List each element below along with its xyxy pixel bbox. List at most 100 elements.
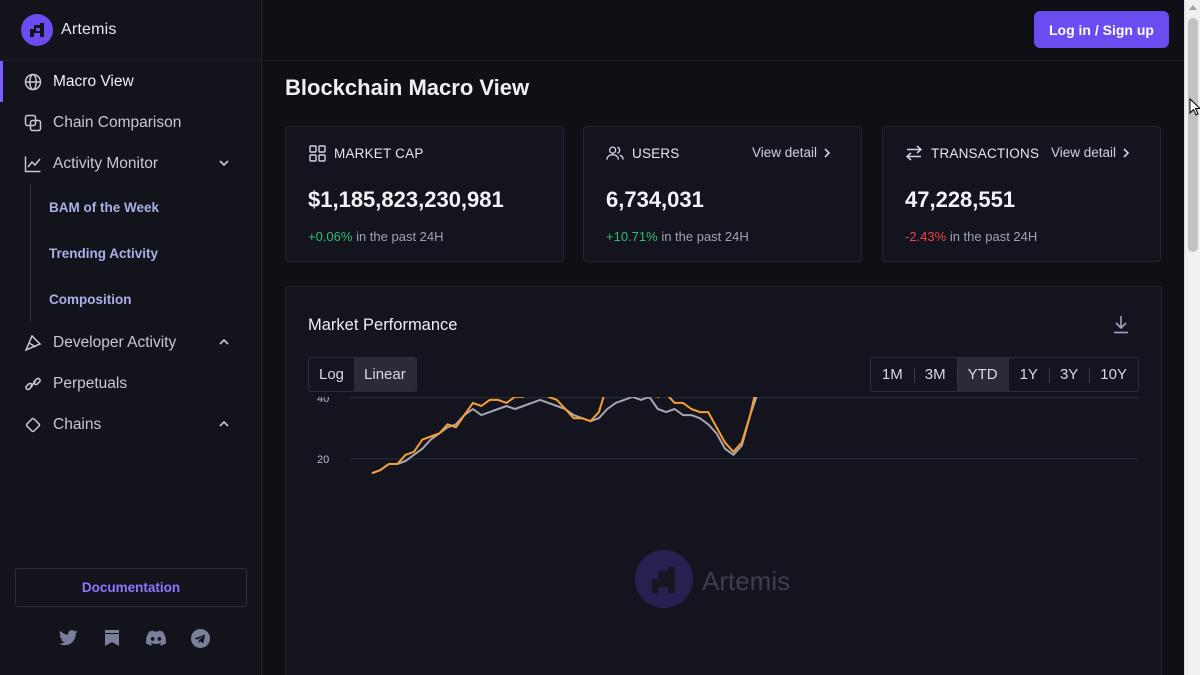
sidebar-item-perpetuals[interactable]: Perpetuals (0, 363, 261, 404)
globe-icon (23, 72, 43, 92)
scroll-thumb[interactable] (1188, 18, 1198, 252)
sidebar-item-activity-monitor[interactable]: Activity Monitor (0, 143, 261, 184)
sidebar-subitem-trending-activity[interactable]: Trending Activity (49, 245, 159, 261)
sidebar-item-macro-view[interactable]: Macro View (0, 61, 261, 102)
sidebar-item-label: Activity Monitor (53, 154, 159, 172)
card-value: 47,228,551 (905, 187, 1016, 212)
view-detail-label: View detail (1050, 145, 1116, 160)
diamond-icon (23, 415, 43, 435)
brand[interactable]: Artemis (21, 13, 117, 47)
card-change: +0.06% in the past 24H (308, 229, 444, 244)
chevron-down-icon[interactable] (217, 156, 231, 170)
range-option-1m[interactable]: 1M (881, 366, 903, 383)
market-cap-card: MARKET CAP $1,185,823,230,981 +0.06% in … (285, 126, 564, 262)
sidebar-item-chain-comparison[interactable]: Chain Comparison (0, 102, 261, 143)
watermark-text: Artemis (702, 566, 790, 596)
card-value: $1,185,823,230,981 (308, 187, 504, 212)
range-option-3m[interactable]: 3M (913, 358, 957, 391)
sidebar-item-label: Macro View (53, 72, 134, 90)
sidebar-item-developer-activity[interactable]: Developer Activity (0, 322, 261, 363)
chart-series (371, 397, 758, 475)
scale-toggle: Log Linear (308, 357, 417, 392)
main-content: Blockchain Macro View MARKET CAP $1,185,… (262, 61, 1184, 675)
chart-title: Market Performance (308, 316, 458, 334)
card-change: -2.43% in the past 24H (905, 229, 1037, 244)
compare-icon (23, 113, 43, 133)
users-view-detail-link[interactable]: View detail (752, 145, 831, 160)
page-scrollbar[interactable] (1184, 0, 1200, 675)
download-icon[interactable] (1113, 315, 1131, 335)
watermark-logo-icon (635, 550, 693, 608)
users-card: USERS View detail 6,734,031 +10.71% in t… (583, 126, 862, 262)
sidebar-subitem-bam-of-the-week[interactable]: BAM of the Week (49, 199, 160, 215)
change-suffix: in the past 24H (661, 229, 749, 244)
transfer-icon (905, 144, 923, 162)
discord-icon[interactable] (146, 628, 166, 648)
watermark-logo-glyph (652, 567, 675, 593)
transactions-view-detail-link[interactable]: View detail (1051, 145, 1130, 160)
card-header: USERS (606, 144, 680, 162)
sidebar-item-label: Chains (53, 415, 102, 433)
scale-option-log[interactable]: Log (319, 366, 345, 383)
chart-watermark: Artemis (635, 550, 790, 608)
change-suffix: in the past 24H (356, 229, 444, 244)
card-value: 6,734,031 (606, 187, 704, 212)
y-tick-label: 20 (317, 454, 329, 466)
sidebar-item-label: Perpetuals (53, 374, 128, 392)
card-header: MARKET CAP (308, 144, 424, 162)
series-line (371, 397, 758, 475)
y-tick-label: 40 (317, 397, 329, 405)
chart-grid: 20406080100 (317, 397, 1138, 466)
card-label: MARKET CAP (334, 145, 424, 161)
card-label: USERS (632, 145, 680, 161)
card-label: TRANSACTIONS (931, 145, 1040, 161)
mouse-cursor-icon (1189, 98, 1200, 116)
chain-link-icon (23, 374, 43, 394)
range-option-1y[interactable]: 1Y (1019, 366, 1038, 383)
market-performance-card: Market Performance Log Linear 1M 3M YTD … (285, 286, 1162, 675)
documentation-button[interactable]: Documentation (15, 568, 247, 607)
card-change: +10.71% in the past 24H (606, 229, 749, 244)
activity-monitor-submenu: BAM of the Week Trending Activity Compos… (30, 184, 261, 322)
chevron-up-icon[interactable] (217, 417, 231, 431)
sidebar-nav: Macro View Chain Comparison Activity Mon… (0, 61, 261, 445)
view-detail-label: View detail (751, 145, 817, 160)
change-percent: +10.71% (606, 229, 658, 244)
range-option-3y[interactable]: 3Y (1048, 358, 1089, 391)
telegram-icon[interactable] (190, 628, 210, 648)
sidebar-divider (0, 60, 262, 61)
chevron-right-icon (824, 147, 831, 158)
sidebar-item-label: Chain Comparison (53, 113, 182, 131)
login-signup-button[interactable]: Log in / Sign up (1034, 11, 1169, 48)
developer-icon (23, 333, 43, 353)
change-percent: +0.06% (308, 229, 353, 244)
series-line (371, 397, 756, 475)
chevron-right-icon (1123, 147, 1130, 158)
sidebar: Artemis Macro View Chain Comparison Ac (0, 0, 262, 675)
range-toggle: 1M 3M YTD 1Y 3Y 10Y (869, 357, 1139, 392)
sidebar-subitem-composition[interactable]: Composition (49, 291, 132, 307)
scale-option-linear[interactable]: Linear (354, 358, 416, 391)
change-suffix: in the past 24H (949, 229, 1038, 244)
social-links (58, 628, 210, 648)
range-option-10y[interactable]: 10Y (1089, 358, 1138, 391)
page-title: Blockchain Macro View (285, 75, 530, 100)
top-bar: Log in / Sign up (262, 0, 1184, 61)
book-icon[interactable] (102, 628, 122, 648)
line-chart: 20406080100 Artemis (317, 397, 1138, 608)
scroll-up-arrow-icon[interactable] (1189, 5, 1197, 10)
sidebar-item-label: Developer Activity (53, 333, 177, 351)
sidebar-item-chains[interactable]: Chains (0, 404, 261, 445)
card-header: TRANSACTIONS (905, 144, 1039, 162)
grid-icon (308, 144, 326, 162)
range-option-ytd[interactable]: YTD (956, 358, 1009, 391)
transactions-card: TRANSACTIONS View detail 47,228,551 -2.4… (882, 126, 1161, 262)
change-percent: -2.43% (905, 229, 947, 244)
users-icon (606, 144, 624, 162)
artemis-logo-icon (21, 14, 53, 46)
activity-chart-icon (23, 154, 43, 174)
brand-name: Artemis (61, 21, 117, 38)
twitter-icon[interactable] (58, 628, 78, 648)
chevron-up-icon[interactable] (217, 335, 231, 349)
